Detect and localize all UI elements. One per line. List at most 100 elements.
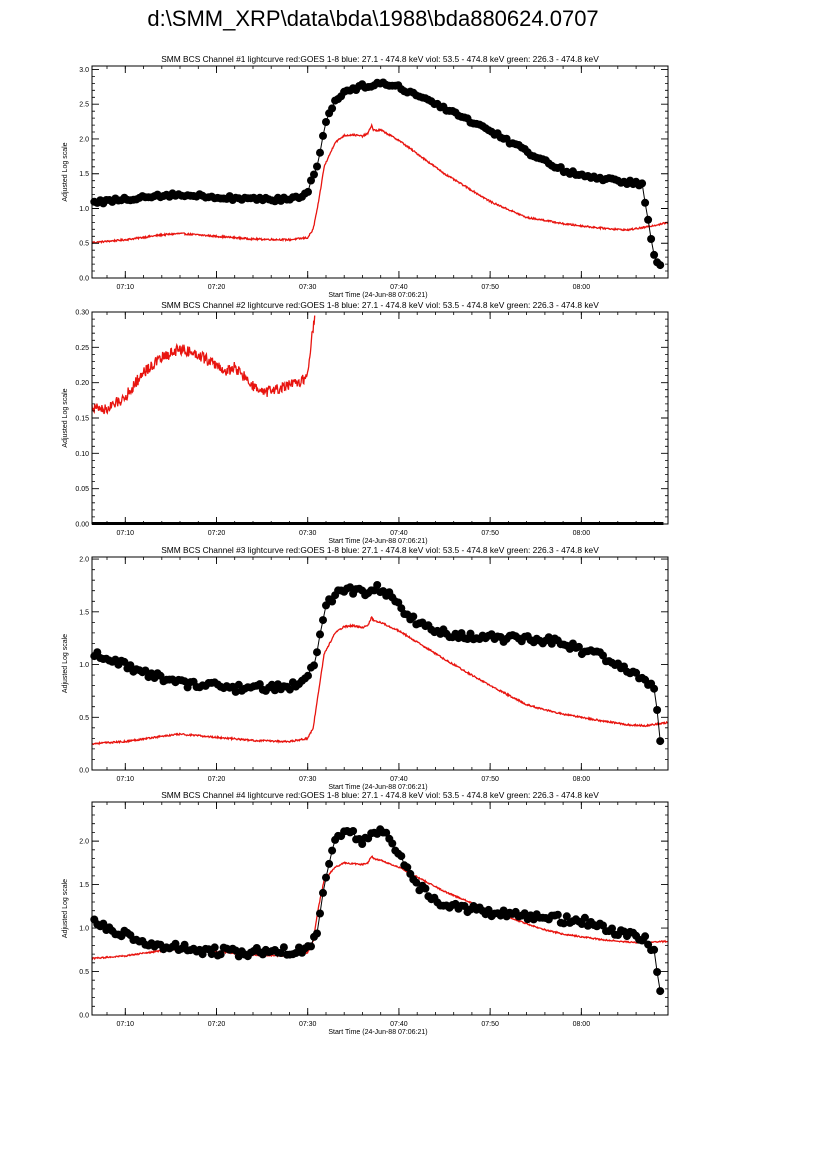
y-tick-label: 0.5	[79, 969, 89, 976]
y-axis-label-4: Adjusted Log scale	[62, 879, 69, 938]
plot-frame-4	[91, 801, 669, 1016]
bcs-point	[412, 878, 421, 887]
plot-frame-3	[91, 556, 669, 771]
bcs-point	[656, 737, 665, 746]
x-tick-label: 07:20	[208, 284, 226, 291]
y-tick-label: 0.00	[75, 522, 89, 529]
bcs-point	[656, 987, 665, 996]
x-tick-label: 07:10	[117, 776, 135, 783]
bcs-point	[650, 250, 659, 259]
y-tick-label: 2.0	[79, 557, 89, 564]
bcs-point	[644, 215, 653, 224]
bcs-point	[544, 633, 553, 642]
bcs-point	[580, 913, 589, 922]
bcs-point	[382, 828, 391, 837]
y-tick-label: 0.05	[75, 486, 89, 493]
y-tick-label: 0.10	[75, 451, 89, 458]
bcs-point	[270, 686, 279, 695]
y-minor-ticks-1	[92, 76, 668, 272]
x-tick-label: 07:40	[390, 776, 408, 783]
bcs-point	[216, 950, 225, 959]
bcs-point	[650, 945, 659, 954]
bcs-point	[313, 162, 321, 171]
x-axis-label-2: Start Time (24-Jun-88 07:06:21)	[328, 538, 427, 545]
y-tick-label: 0.0	[79, 768, 89, 775]
y-tick-label: 1.5	[79, 609, 89, 616]
y-axis-label-3: Adjusted Log scale	[62, 634, 69, 693]
bcs-point	[647, 235, 656, 243]
y-tick-label: 0.0	[79, 1013, 89, 1020]
bcs-point	[577, 920, 586, 928]
bcs-point	[279, 943, 288, 952]
goes-curve-3	[91, 615, 669, 746]
y-tick-label: 0.30	[75, 310, 89, 317]
bcs-point	[328, 104, 337, 113]
x-tick-label: 08:00	[573, 530, 591, 537]
bcs-point	[421, 884, 430, 893]
bcs-point	[313, 648, 321, 657]
bcs-point	[373, 581, 382, 589]
x-tick-label: 07:40	[390, 1021, 408, 1028]
bcs-point	[171, 939, 180, 948]
y-tick-label: 0.5	[79, 241, 89, 248]
bcs-point	[520, 909, 529, 918]
bcs-points-4	[90, 825, 665, 996]
y-tick-label: 2.0	[79, 136, 89, 143]
x-tick-label: 07:20	[208, 1021, 226, 1028]
y-tick-label: 2.5	[79, 102, 89, 109]
bcs-point	[553, 910, 562, 919]
bcs-point	[285, 685, 294, 694]
bcs-point	[322, 118, 330, 126]
bcs-point	[313, 929, 321, 938]
x-tick-label: 07:30	[299, 284, 317, 291]
x-tick-label: 07:50	[481, 530, 499, 537]
bcs-point	[328, 846, 337, 855]
panel-title-2: SMM BCS Channel #2 lightcurve red:GOES 1…	[161, 300, 599, 310]
x-axis-label-3: Start Time (24-Jun-88 07:06:21)	[328, 784, 427, 791]
bcs-point	[562, 912, 571, 921]
x-tick-label: 07:40	[390, 284, 408, 291]
bcs-point	[650, 684, 659, 693]
bcs-point	[608, 924, 616, 933]
x-tick-label: 07:50	[481, 284, 499, 291]
bcs-point	[307, 176, 315, 185]
x-tick-label: 07:40	[390, 530, 408, 537]
y-tick-label: 3.0	[79, 67, 89, 74]
bcs-point	[207, 950, 216, 959]
plot-frame-1	[91, 65, 669, 279]
x-tick-label: 07:30	[299, 530, 317, 537]
panel-title-3: SMM BCS Channel #3 lightcurve red:GOES 1…	[161, 545, 599, 555]
y-tick-label: 1.0	[79, 206, 89, 213]
bcs-line-3	[93, 583, 661, 742]
x-tick-label: 07:10	[117, 284, 135, 291]
plot-frame-2	[91, 311, 669, 525]
bcs-point	[316, 148, 324, 157]
bcs-point	[403, 863, 412, 872]
bcs-point	[126, 661, 135, 670]
bcs-point	[99, 919, 108, 928]
bcs-point	[322, 601, 330, 610]
goes-curve-1	[91, 122, 669, 245]
bcs-point	[180, 677, 189, 686]
x-tick-label: 07:10	[117, 1021, 135, 1028]
bcs-point	[231, 687, 240, 696]
bcs-point	[656, 261, 665, 270]
x-tick-label: 08:00	[573, 1021, 591, 1028]
bcs-point	[460, 902, 469, 910]
x-axis-label-1: Start Time (24-Jun-88 07:06:21)	[328, 292, 427, 299]
bcs-point	[234, 680, 243, 689]
bcs-point	[349, 827, 358, 835]
bcs-point	[307, 942, 315, 951]
y-axis-label-2: Adjusted Log scale	[62, 388, 69, 447]
bcs-point	[397, 852, 406, 861]
panel-title-4: SMM BCS Channel #4 lightcurve red:GOES 1…	[161, 790, 599, 800]
bcs-point	[574, 642, 583, 651]
bcs-point	[358, 840, 367, 848]
y-tick-label: 0.0	[79, 276, 89, 283]
y-tick-label: 0.20	[75, 380, 89, 387]
bcs-point	[322, 873, 330, 882]
x-tick-label: 07:50	[481, 776, 499, 783]
y-tick-label: 1.0	[79, 662, 89, 669]
bcs-point	[499, 906, 508, 915]
bcs-point	[141, 666, 150, 675]
